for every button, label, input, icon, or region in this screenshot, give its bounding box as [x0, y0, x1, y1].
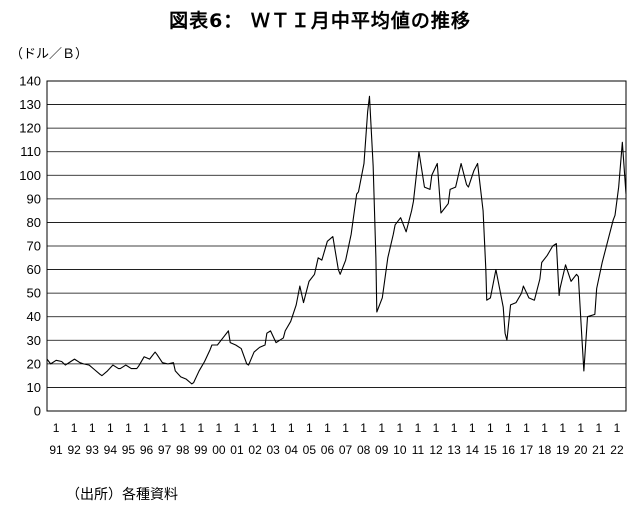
x-tick-label-year: 96 [140, 443, 154, 457]
x-tick-label-year: 12 [429, 443, 443, 457]
x-tick-label-month: 1 [234, 421, 241, 435]
x-tick-label-month: 1 [433, 421, 440, 435]
x-tick-label-year: 05 [303, 443, 317, 457]
y-tick-label: 80 [27, 215, 41, 230]
x-tick-label-month: 1 [469, 421, 476, 435]
x-tick-label-month: 1 [161, 421, 168, 435]
x-tick-label-year: 03 [266, 443, 280, 457]
x-tick-label-month: 1 [396, 421, 403, 435]
x-tick-label-month: 1 [360, 421, 367, 435]
x-tick-label-year: 98 [176, 443, 190, 457]
y-tick-label: 70 [27, 239, 41, 254]
x-tick-label-month: 1 [541, 421, 548, 435]
x-tick-label-month: 1 [143, 421, 150, 435]
y-tick-label: 30 [27, 333, 41, 348]
y-tick-label: 90 [27, 191, 41, 206]
y-tick-label: 120 [19, 121, 41, 136]
y-tick-label: 10 [27, 380, 41, 395]
y-tick-label: 140 [19, 74, 41, 89]
x-tick-label-month: 1 [216, 421, 223, 435]
x-tick-label-month: 1 [252, 421, 259, 435]
y-tick-label: 60 [27, 262, 41, 277]
x-tick-label-month: 1 [577, 421, 584, 435]
x-tick-label-year: 08 [357, 443, 371, 457]
x-tick-label-year: 15 [484, 443, 498, 457]
x-tick-label-year: 06 [321, 443, 335, 457]
line-chart: （ドル／Ｂ） 010203040506070809010011012013014… [10, 47, 627, 457]
x-tick-label-year: 14 [466, 443, 480, 457]
x-tick-label-month: 1 [505, 421, 512, 435]
x-tick-label-month: 1 [559, 421, 566, 435]
chart-title: 図表6： ＷＴＩ月中平均値の推移 [169, 10, 471, 32]
x-tick-label-month: 1 [71, 421, 78, 435]
gridlines [47, 104, 626, 388]
y-axis-unit-label: （ドル／Ｂ） [10, 47, 88, 62]
x-tick-label-month: 1 [487, 421, 494, 435]
x-tick-label-month: 1 [415, 421, 422, 435]
x-tick-label-year: 00 [212, 443, 226, 457]
x-tick-label-year: 04 [285, 443, 299, 457]
x-tick-label-year: 95 [122, 443, 136, 457]
x-tick-label-month: 1 [378, 421, 385, 435]
x-tick-label-year: 94 [104, 443, 118, 457]
x-tick-label-month: 1 [89, 421, 96, 435]
x-tick-label-year: 93 [86, 443, 100, 457]
x-tick-label-year: 09 [375, 443, 389, 457]
x-tick-label-month: 1 [614, 421, 621, 435]
y-tick-label: 50 [27, 286, 41, 301]
x-tick-label-year: 92 [67, 443, 81, 457]
x-tick-label-month: 1 [270, 421, 277, 435]
series-group [46, 95, 627, 385]
y-tick-label: 110 [20, 144, 41, 159]
x-tick-label-year: 21 [592, 443, 606, 457]
x-tick-label-month: 1 [451, 421, 458, 435]
x-tick-label-year: 18 [538, 443, 552, 457]
x-tick-label-year: 11 [412, 443, 425, 457]
x-tick-label-year: 16 [502, 443, 516, 457]
x-tick-label-month: 1 [324, 421, 331, 435]
y-tick-label: 130 [19, 97, 41, 112]
x-tick-label-month: 1 [107, 421, 114, 435]
x-tick-label-month: 1 [125, 421, 132, 435]
x-tick-label-year: 22 [610, 443, 624, 457]
x-tick-label-year: 19 [556, 443, 570, 457]
x-tick-label-month: 1 [596, 421, 603, 435]
x-tick-label-month: 1 [288, 421, 295, 435]
x-tick-label-year: 97 [158, 443, 172, 457]
x-tick-label-year: 10 [393, 443, 407, 457]
y-tick-label: 20 [27, 356, 41, 371]
y-tick-label: 40 [27, 309, 41, 324]
x-tick-label-year: 99 [194, 443, 208, 457]
y-axis-ticks: 0 10 20 30 40 50 60 70 80 90 100 110 120 130 140 [19, 74, 41, 419]
x-tick-label-year: 07 [339, 443, 353, 457]
x-tick-label-month: 1 [179, 421, 186, 435]
x-tick-label-month: 1 [523, 421, 530, 435]
x-tick-label-month: 1 [53, 421, 60, 435]
source-note: （出所）各種資料 [66, 487, 178, 503]
x-tick-label-year: 20 [574, 443, 588, 457]
x-tick-label-month: 1 [342, 421, 349, 435]
x-tick-label-year: 13 [447, 443, 461, 457]
x-tick-label-year: 02 [248, 443, 262, 457]
x-tick-label-year: 01 [230, 443, 244, 457]
x-tick-label-month: 1 [306, 421, 313, 435]
x-tick-label-month: 1 [197, 421, 204, 435]
y-tick-label: 0 [34, 404, 41, 419]
series-line-0 [46, 95, 627, 385]
x-tick-label-year: 91 [49, 443, 63, 457]
plot-frame [46, 80, 627, 412]
y-tick-label: 100 [19, 168, 41, 183]
x-tick-label-year: 17 [520, 443, 534, 457]
x-axis-ticks: 1911921931941951961971981991001011021031… [49, 421, 624, 457]
